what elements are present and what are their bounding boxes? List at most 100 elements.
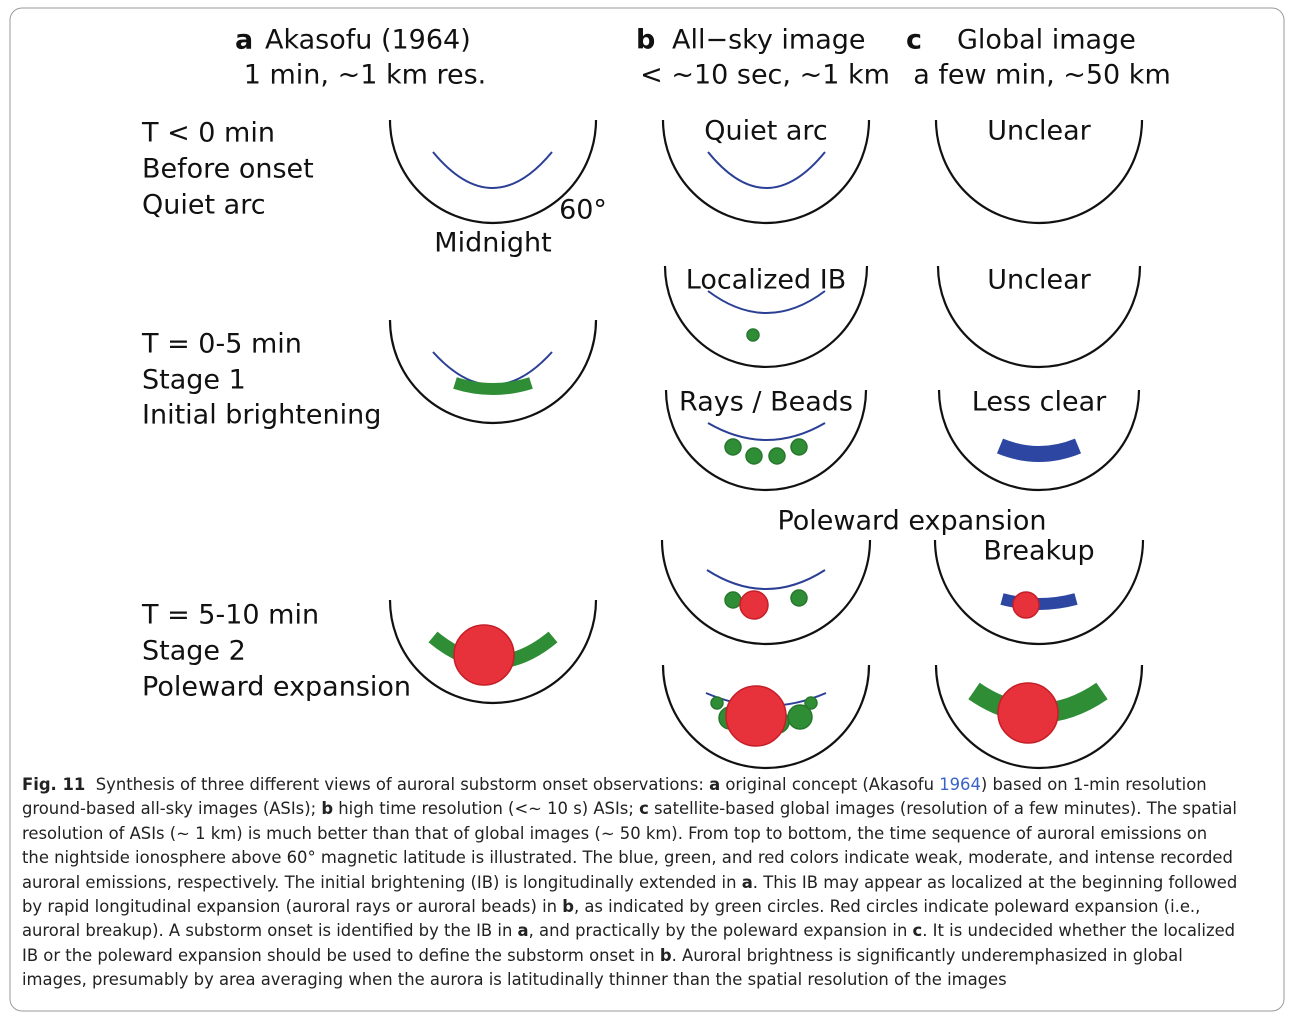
caption-text: b [321,799,334,819]
caption-text: by rapid longitudinal expansion (auroral… [22,897,563,917]
row-label: Stage 2 [142,636,246,667]
sky-boundary [936,265,1142,369]
quiet-arc [432,351,553,386]
column-title: Akasofu (1964) [265,25,471,56]
caption-text: ) based on 1-min resolution [980,775,1207,794]
angle-label: 60° [559,195,607,226]
caption-text: a [741,872,753,892]
caption-text: resolution of ASIs (∼ 1 km) is much bett… [22,823,1208,843]
brightening-band [453,377,533,395]
panel-label: Quiet arc [704,116,828,147]
row-label: T = 5-10 min [141,600,319,631]
caption-line: images, presumably by area averaging whe… [22,968,1282,992]
panel-label: Rays / Beads [679,387,853,418]
caption: Fig. 11 Synthesis of three different vie… [22,773,1282,993]
caption-text: a [709,775,721,794]
panel-label: Breakup [983,536,1094,567]
row-label: Quiet arc [142,190,266,221]
caption-line: auroral breakup). A substorm onset is id… [22,919,1282,943]
column-subtitle: 1 min, ~1 km res. [244,60,487,91]
bead [768,447,786,465]
bead [746,328,760,342]
caption-text: b [659,945,672,965]
row-label: Before onset [142,154,314,185]
caption-text: c [912,921,923,941]
row-label: Initial brightening [142,400,381,431]
panel-label: Unclear [987,116,1091,147]
breakup-circle [1012,591,1040,619]
breakup-circle [739,590,769,620]
frame [9,7,1285,1012]
caption-text: original concept (Akasofu [720,775,940,794]
panel-label: Less clear [972,387,1107,418]
caption-text: a [517,921,529,941]
bead [787,704,813,730]
sky-boundary [933,539,1145,646]
row-label: Stage 1 [142,365,246,396]
midnight-label: Midnight [434,228,551,259]
quiet-arc [432,151,553,189]
caption-line: IB or the poleward expansion should be u… [22,944,1282,968]
column-subtitle: a few min, ~50 km [913,60,1171,91]
sky-boundary [660,539,872,646]
citation-link[interactable]: 1964 [939,775,981,794]
bead [710,696,724,710]
quiet-arc [707,151,826,189]
bead [724,438,742,456]
arc-band [996,438,1082,462]
quiet-arc [706,569,826,590]
quiet-arc [707,422,826,441]
poleward-label: Poleward expansion [777,506,1046,537]
caption-text: satellite-based global images (resolutio… [648,799,1237,819]
caption-text: , and practically by the poleward expans… [528,921,913,941]
column-title: All−sky image [672,25,866,56]
column-title: Global image [957,25,1136,56]
caption-line: ground-based all-sky images (ASIs); b hi… [22,797,1282,821]
panel-label: Unclear [987,265,1091,296]
caption-text: ground-based all-sky images (ASIs); [22,799,322,819]
sky-boundary [934,664,1144,770]
caption-text: . It is undecided whether the localized [922,921,1236,941]
caption-line: the nightside ionosphere above 60° magne… [22,846,1282,870]
sky-boundary [661,664,871,770]
panel-label: Localized IB [686,265,846,296]
caption-line: auroral emissions, respectively. The ini… [22,871,1282,895]
caption-text: Synthesis of three different views of au… [85,775,710,794]
bead [790,589,808,607]
row-label: T = 0-5 min [141,329,302,360]
caption-text: b [562,897,574,917]
column-letter: c [906,25,922,56]
breakup-circle [997,682,1059,744]
caption-line: by rapid longitudinal expansion (auroral… [22,895,1282,919]
caption-text: high time resolution (<∼ 10 s) ASIs; [333,799,640,819]
bead [724,591,742,609]
column-letter: b [636,25,655,56]
sky-boundary [663,265,869,369]
sky-boundary [388,119,598,225]
sky-boundary [661,119,871,225]
caption-line: resolution of ASIs (∼ 1 km) is much bett… [22,822,1282,846]
sky-boundary [388,319,598,425]
sky-panels [388,119,1145,770]
column-subtitle: < ~10 sec, ~1 km [640,60,890,91]
bead [745,447,763,465]
caption-text: , as indicated by green circles. Red cir… [573,897,1201,917]
caption-text: auroral breakup). A substorm onset is id… [22,921,518,941]
caption-text: images, presumably by area averaging whe… [22,970,1007,990]
quiet-arc [707,290,826,314]
caption-text: IB or the poleward expansion should be u… [22,945,660,965]
bead [804,696,818,710]
caption-text: auroral emissions, respectively. The ini… [22,872,742,892]
breakup-circle [453,624,515,686]
caption-line: Fig. 11 Synthesis of three different vie… [22,773,1282,797]
sky-boundary [934,119,1144,225]
caption-text: Fig. 11 [22,775,86,794]
bead [790,438,808,456]
caption-text: the nightside ionosphere above 60° magne… [22,848,1233,868]
sky-boundary [664,389,868,492]
breakup-circle [725,685,787,747]
column-letter: a [235,25,253,56]
row-label: T < 0 min [141,118,275,149]
